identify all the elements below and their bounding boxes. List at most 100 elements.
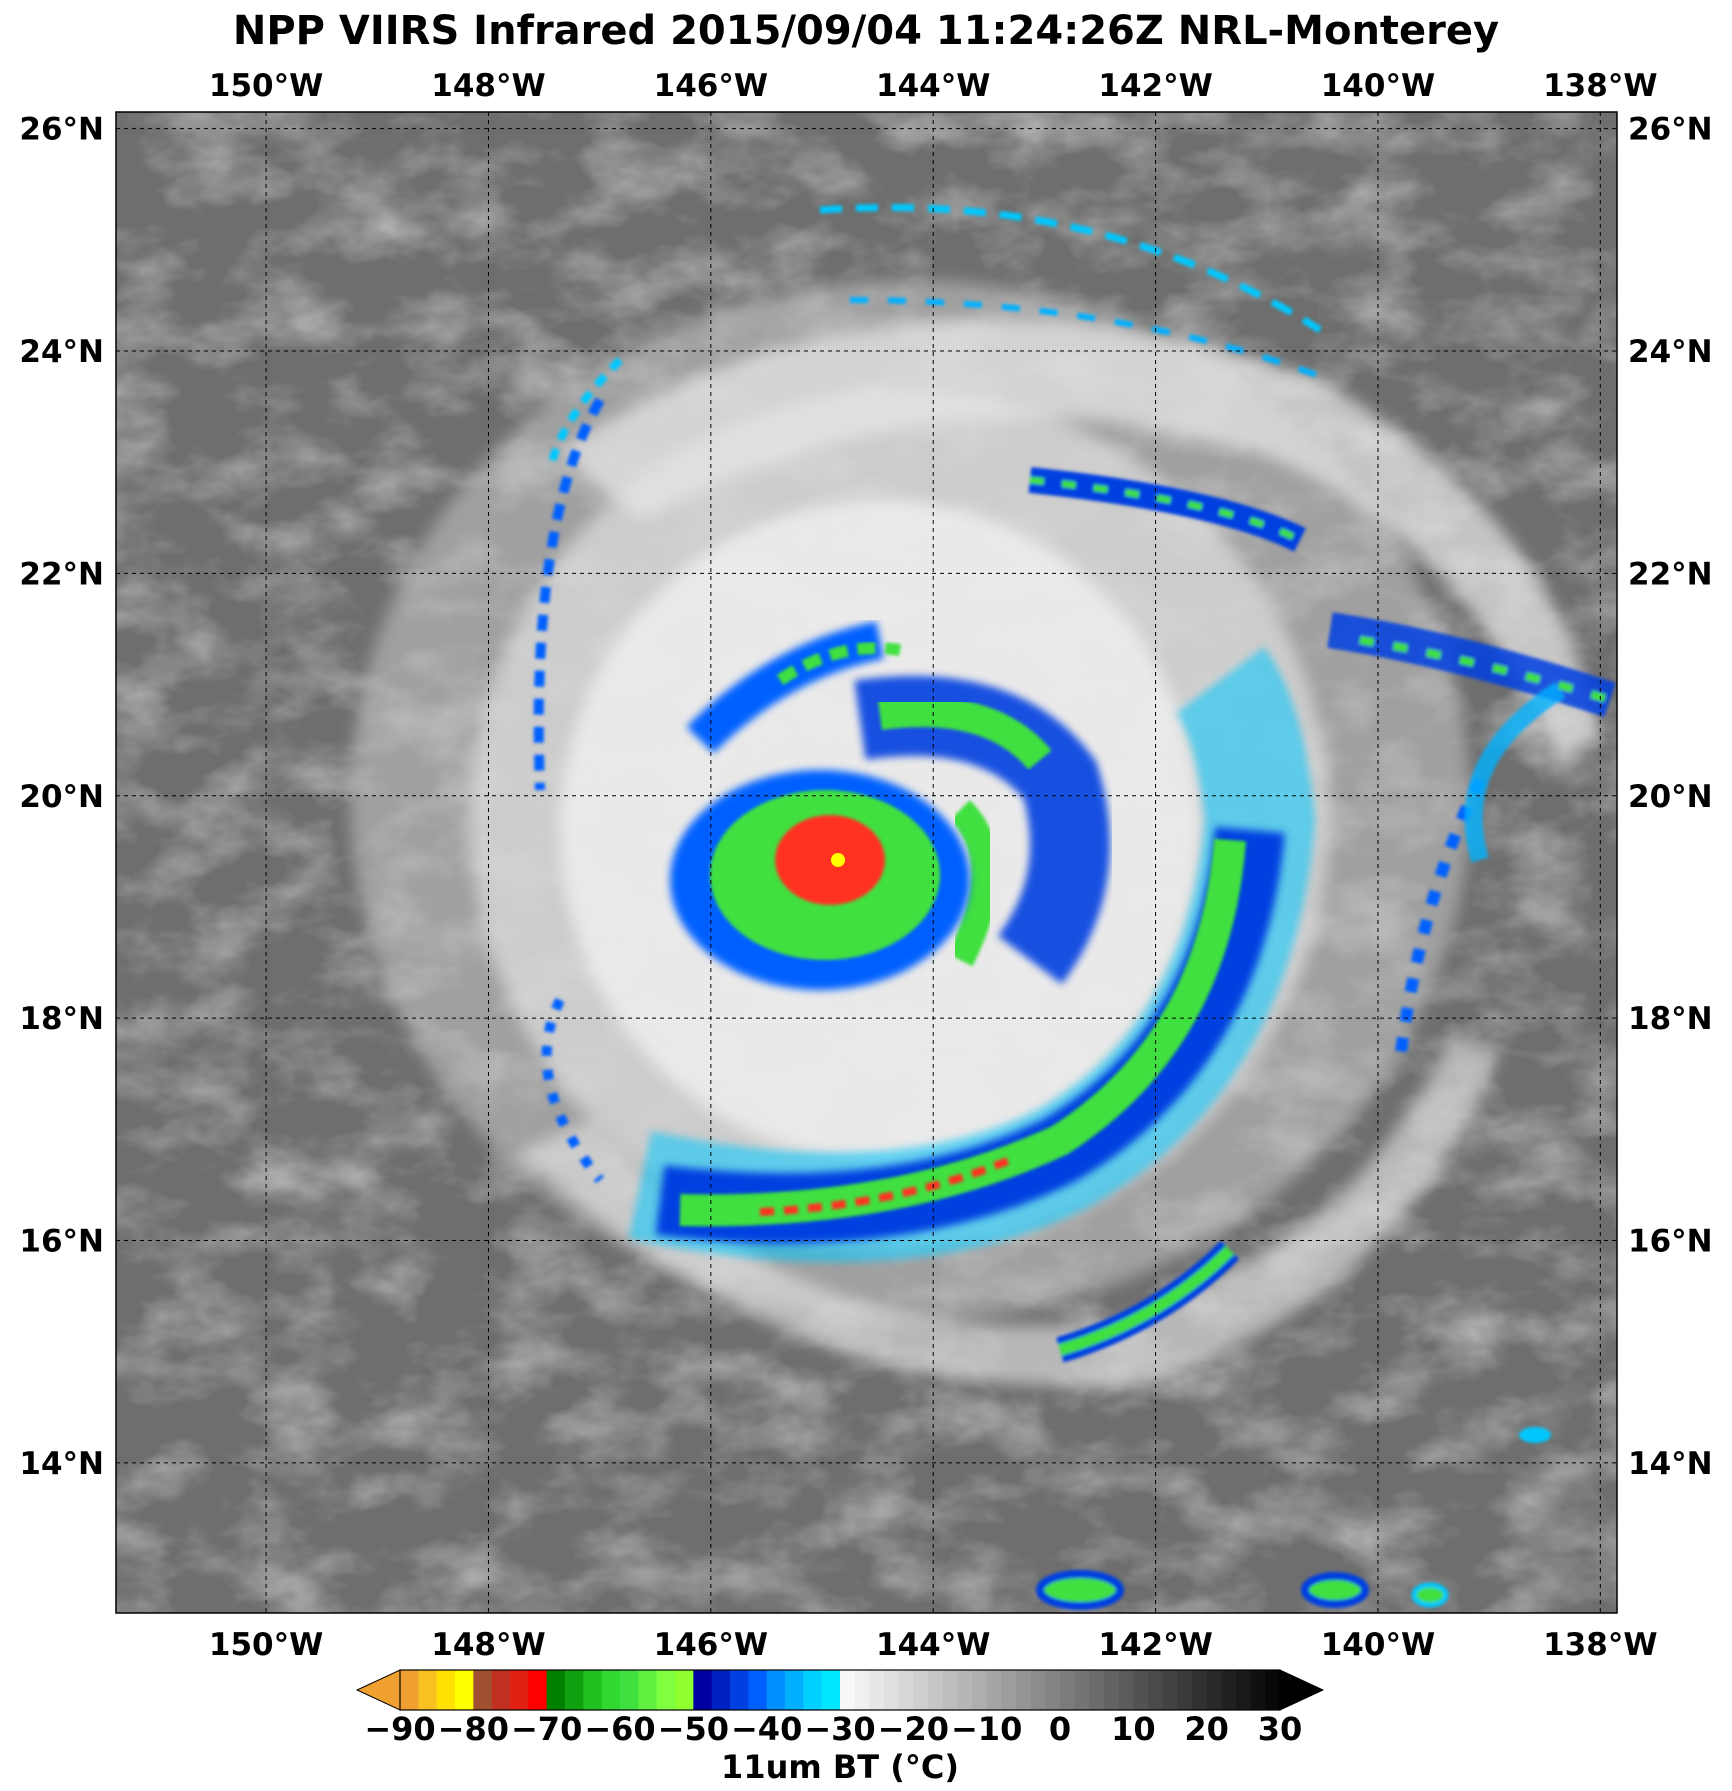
- colorbar-swatch: [1148, 1670, 1164, 1710]
- colorbar-tick-label: 0: [1049, 1710, 1071, 1748]
- colorbar-swatch: [601, 1670, 621, 1710]
- lat-tick-label-right: 14°N: [1628, 1446, 1713, 1482]
- colorbar-swatch: [565, 1670, 584, 1710]
- colorbar-tick-label: −20: [878, 1710, 949, 1748]
- colorbar-swatch: [785, 1670, 804, 1710]
- colorbar-swatch: [803, 1670, 823, 1710]
- colorbar-swatch: [1162, 1670, 1178, 1710]
- colorbar-swatch: [898, 1670, 914, 1710]
- colorbar: −90 −80 −70 −60 −50 −40 −30 −20 −10 0 10 20 30: [355, 1669, 1325, 1748]
- lon-tick-label-bottom: 140°W: [1321, 1627, 1435, 1663]
- colorbar-swatch: [1133, 1670, 1149, 1710]
- lat-tick-label-right: 20°N: [1628, 779, 1713, 815]
- colorbar-swatch: [400, 1670, 419, 1710]
- colorbar-swatch: [972, 1670, 988, 1710]
- page-title: NPP VIIRS Infrared 2015/09/04 11:24:26Z …: [232, 8, 1500, 54]
- colorbar-swatch: [1060, 1670, 1076, 1710]
- colorbar-swatch: [1016, 1670, 1032, 1710]
- colorbar-tick-label: −90: [364, 1710, 435, 1748]
- lat-tick-label-left: 24°N: [19, 334, 104, 370]
- colorbar-tick-label: −30: [804, 1710, 875, 1748]
- colorbar-swatch: [840, 1670, 856, 1710]
- colorbar-tick-label: −60: [584, 1710, 655, 1748]
- lat-tick-label-left: 16°N: [19, 1224, 104, 1260]
- colorbar-swatch: [1089, 1670, 1105, 1710]
- colorbar-swatch: [1074, 1670, 1090, 1710]
- colorbar-swatch: [1104, 1670, 1120, 1710]
- colorbar-swatch: [1236, 1670, 1252, 1710]
- colorbar-swatch: [693, 1670, 713, 1710]
- lat-tick-label-right: 18°N: [1628, 1001, 1713, 1037]
- colorbar-swatch: [748, 1670, 768, 1710]
- colorbar-swatch: [455, 1670, 474, 1710]
- lat-tick-label-left: 18°N: [19, 1001, 104, 1037]
- colorbar-tick-label: 30: [1258, 1710, 1303, 1748]
- colorbar-swatch: [957, 1670, 973, 1710]
- colorbar-swatch: [583, 1670, 603, 1710]
- map-gridlines: [116, 112, 1617, 1613]
- colorbar-swatch: [1250, 1670, 1266, 1710]
- lat-tick-label-right: 16°N: [1628, 1224, 1713, 1260]
- colorbar-swatch: [546, 1670, 566, 1710]
- colorbar-swatch: [821, 1670, 841, 1710]
- colorbar-swatch: [1001, 1670, 1017, 1710]
- lon-tick-label-top: 138°W: [1543, 68, 1657, 104]
- colorbar-tick-label: 20: [1184, 1710, 1229, 1748]
- colorbar-swatch: [1221, 1670, 1237, 1710]
- colorbar-swatch: [418, 1670, 438, 1710]
- colorbar-tick-label: −10: [951, 1710, 1022, 1748]
- colorbar-swatch: [510, 1670, 529, 1710]
- lat-tick-label-left: 26°N: [19, 112, 104, 148]
- lon-tick-label-bottom: 144°W: [876, 1627, 990, 1663]
- colorbar-swatch: [638, 1670, 658, 1710]
- colorbar-extend-low: [355, 1669, 401, 1711]
- colorbar-tick-label: −40: [731, 1710, 802, 1748]
- colorbar-swatch: [711, 1670, 731, 1710]
- lon-tick-label-bottom: 142°W: [1098, 1627, 1212, 1663]
- lon-tick-label-bottom: 146°W: [654, 1627, 768, 1663]
- lat-tick-label-right: 26°N: [1628, 112, 1713, 148]
- colorbar-swatch: [436, 1670, 456, 1710]
- lon-tick-label-bottom: 138°W: [1543, 1627, 1657, 1663]
- map-frame: [115, 111, 1618, 1614]
- main-rainband: [628, 647, 1316, 1263]
- lat-tick-label-left: 14°N: [19, 1446, 104, 1482]
- colorbar-swatch: [528, 1670, 548, 1710]
- colorbar-tick-label: −80: [438, 1710, 509, 1748]
- colorbar-swatch: [1177, 1670, 1193, 1710]
- colorbar-swatch: [766, 1670, 786, 1710]
- colorbar-extend-high: [1279, 1669, 1325, 1711]
- lat-tick-label-left: 20°N: [19, 779, 104, 815]
- colorbar-swatch: [913, 1670, 929, 1710]
- colorbar-tick-label: 10: [1111, 1710, 1156, 1748]
- colorbar-swatch: [675, 1670, 694, 1710]
- lon-tick-label-top: 150°W: [209, 68, 323, 104]
- lat-tick-label-left: 22°N: [19, 556, 104, 592]
- colorbar-swatch: [1192, 1670, 1208, 1710]
- lat-tick-label-right: 22°N: [1628, 556, 1713, 592]
- map-axis-labels: 150°W 150°W 148°W 148°W 146°W 146°W 144°W 144°W…: [19, 68, 1712, 1663]
- colorbar-swatch: [1265, 1670, 1281, 1710]
- colorbar-swatch: [1030, 1670, 1046, 1710]
- colorbar-swatch: [884, 1670, 900, 1710]
- lon-tick-label-bottom: 150°W: [209, 1627, 323, 1663]
- colorbar-swatch: [1118, 1670, 1134, 1710]
- map-area: [116, 112, 1617, 1613]
- outer-rainbands: [533, 204, 1616, 1363]
- colorbar-swatch: [928, 1670, 944, 1710]
- colorbar-swatch: [986, 1670, 1002, 1710]
- colorbar-swatch: [730, 1670, 749, 1710]
- lon-tick-label-bottom: 148°W: [431, 1627, 545, 1663]
- colorbar-swatch: [942, 1670, 958, 1710]
- colorbar-swatch: [620, 1670, 639, 1710]
- lon-tick-label-top: 140°W: [1321, 68, 1435, 104]
- lon-tick-label-top: 148°W: [431, 68, 545, 104]
- colorbar-frame: [399, 1669, 1281, 1711]
- inner-eyewall-bands: [686, 621, 1110, 984]
- colorbar-swatch: [1206, 1670, 1222, 1710]
- colorbar-label: 11um BT (°C): [721, 1748, 959, 1786]
- colorbar-swatch: [869, 1670, 885, 1710]
- colorbar-swatch: [491, 1670, 511, 1710]
- colorbar-swatch: [1045, 1670, 1061, 1710]
